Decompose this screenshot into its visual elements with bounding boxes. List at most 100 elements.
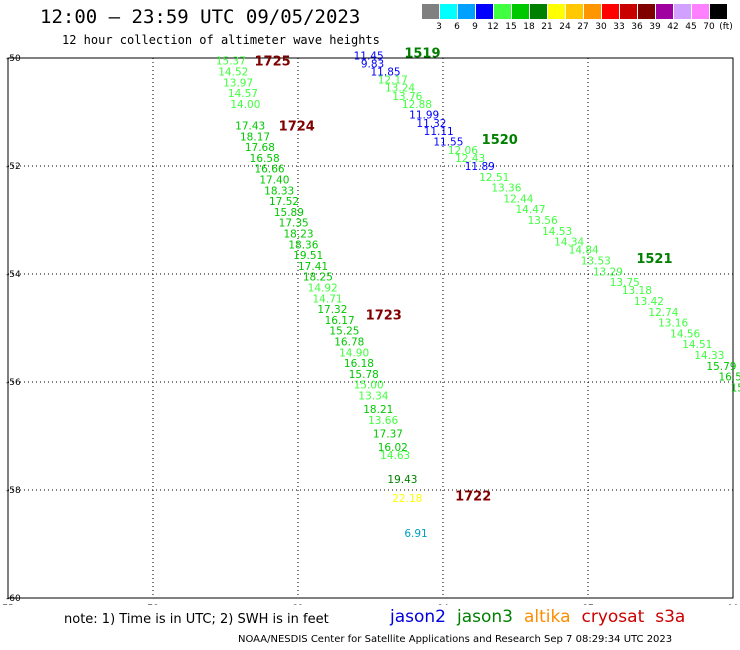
y-tick-label: -60 [6, 594, 21, 604]
chart-subtitle: 12 hour collection of altimeter wave hei… [62, 33, 380, 47]
track-label: 1521 [636, 252, 672, 267]
legend-swatch [674, 4, 691, 19]
wave-height-value: 11.85 [371, 67, 401, 79]
track-label: 1723 [366, 309, 402, 324]
wave-height-value: 14.90 [339, 347, 369, 359]
wave-height-value: 19.51 [293, 250, 323, 262]
wave-height-value: 17.43 [235, 121, 265, 133]
satellite-name: altika [524, 607, 571, 627]
legend-label: 6 [454, 22, 460, 32]
wave-height-value: 11.55 [433, 137, 463, 149]
wave-height-value: 15.89 [274, 207, 304, 219]
wave-height-value: 12.88 [402, 99, 432, 111]
wave-height-value: 14.53 [542, 226, 572, 238]
wave-height-value: 13.29 [593, 266, 623, 278]
wave-height-value: 16.78 [334, 337, 364, 349]
legend-unit: (ft) [719, 22, 733, 32]
wave-height-value: 13.18 [622, 285, 652, 297]
wave-height-value: 12.06 [448, 145, 478, 157]
legend-swatch [638, 4, 655, 19]
legend-label: 3 [436, 22, 442, 32]
legend-swatch [530, 4, 547, 19]
wave-height-value: 15.00 [354, 380, 384, 392]
wave-height-value: 18.21 [363, 404, 393, 416]
legend-swatch [476, 4, 493, 19]
track-label: 1724 [279, 120, 315, 135]
legend-label: 42 [667, 22, 679, 32]
wave-height-value: 14.57 [228, 88, 258, 100]
wave-height-value: 15.09 [731, 382, 740, 394]
wave-height-value: 19.43 [387, 474, 417, 486]
x-tick-label: 75 [2, 604, 13, 605]
wave-height-value: 22.18 [392, 493, 422, 505]
wave-height-value: 14.51 [682, 339, 712, 351]
legend-swatch [548, 4, 565, 19]
satellite-name: jason2 [390, 607, 446, 627]
track-label: 1725 [255, 55, 291, 70]
wave-height-value: 17.52 [269, 196, 299, 208]
wave-height-value: 12.74 [648, 307, 678, 319]
legend-label: 70 [703, 22, 715, 32]
footnote: note: 1) Time is in UTC; 2) SWH is in fe… [64, 612, 329, 627]
plot-frame [7, 57, 734, 599]
wave-height-value: 13.56 [528, 215, 558, 227]
satellite-name: s3a [655, 607, 686, 627]
wave-height-value: 13.76 [392, 91, 422, 103]
wave-height-value: 14.33 [694, 350, 724, 362]
legend-swatch [620, 4, 637, 19]
legend-swatch [656, 4, 673, 19]
legend-label: 24 [559, 22, 571, 32]
wave-height-value: 12.17 [378, 75, 408, 87]
satellite-legend: jason2 jason3 altika cryosat s3a [390, 607, 696, 627]
x-tick-label: 81 [292, 604, 303, 605]
track-label: 1722 [455, 489, 491, 504]
wave-height-value: 14.92 [308, 283, 338, 295]
wave-height-value: 16.18 [344, 358, 374, 370]
wave-height-value: 17.68 [245, 142, 275, 154]
wave-height-value: 17.41 [298, 261, 328, 273]
chart-title: 12:00 – 23:59 UTC 09/05/2023 [40, 6, 361, 28]
y-tick-label: -56 [6, 378, 21, 388]
wave-height-value: 14.52 [218, 67, 248, 79]
legend-swatch [602, 4, 619, 19]
legend-label: 18 [523, 22, 535, 32]
legend-label: 30 [595, 22, 607, 32]
legend-swatch [494, 4, 511, 19]
wave-height-value: 18.25 [303, 272, 333, 284]
wave-height-value: 11.45 [354, 50, 384, 62]
wave-height-value: 14.84 [569, 245, 599, 257]
wave-height-value: 14.47 [516, 204, 546, 216]
wave-height-value: 13.75 [610, 277, 640, 289]
wave-height-value: 16.02 [378, 442, 408, 454]
wave-height-value: 13.66 [368, 415, 398, 427]
wave-height-value: 17.37 [373, 428, 403, 440]
legend-swatch [422, 4, 439, 19]
wave-height-value: 9.83 [361, 58, 384, 70]
x-tick-label: 90 [727, 604, 739, 605]
wave-height-value: 13.34 [358, 391, 388, 403]
wave-height-value: 16.66 [255, 164, 285, 176]
wave-height-plot: 757881848790-50-52-54-56-58-6011.459.831… [2, 47, 740, 605]
track-label: 1519 [404, 47, 440, 62]
wave-height-value: 17.40 [259, 175, 289, 187]
legend-swatch [566, 4, 583, 19]
wave-height-value: 11.99 [409, 110, 439, 122]
legend-swatch [440, 4, 457, 19]
legend-label: 39 [649, 22, 661, 32]
y-tick-label: -50 [6, 54, 21, 64]
wave-height-value: 11.32 [416, 118, 446, 130]
legend-swatch [710, 4, 727, 19]
wave-height-value: 14.63 [380, 450, 410, 462]
wave-height-value: 13.97 [223, 77, 253, 89]
wave-height-value: 11.89 [465, 161, 495, 173]
legend-swatch [692, 4, 709, 19]
wave-height-value: 11.11 [424, 126, 454, 138]
legend-label: 21 [541, 22, 553, 32]
satellite-name: jason3 [457, 607, 513, 627]
wave-height-value: 14.00 [230, 99, 260, 111]
wave-height-value: 16.58 [250, 153, 280, 165]
wave-height-value: 16.51 [719, 372, 740, 384]
wave-height-value: 17.35 [279, 218, 309, 230]
x-tick-label: 84 [437, 604, 449, 605]
wave-height-value: 15.78 [349, 369, 379, 381]
